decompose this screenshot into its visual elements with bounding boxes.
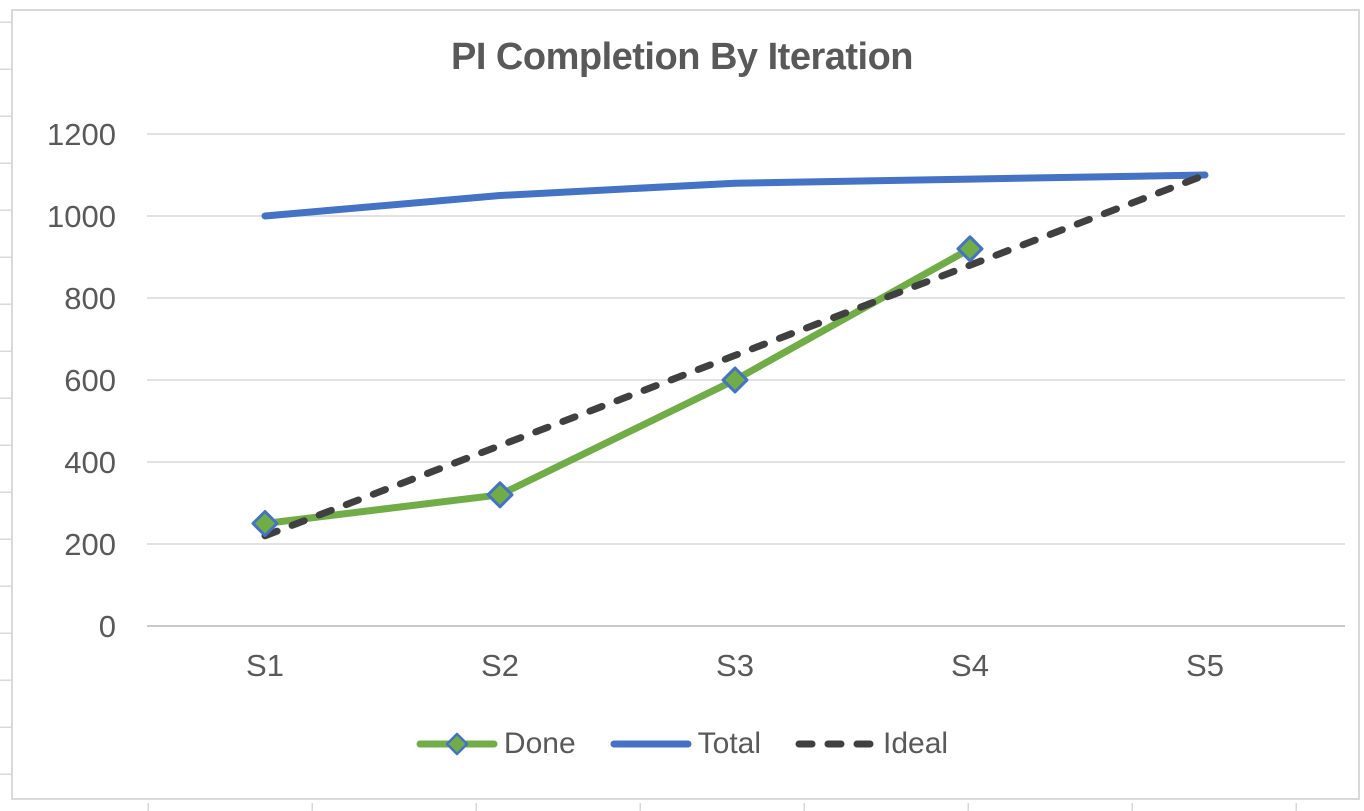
legend-item-done[interactable]: Done xyxy=(416,729,576,759)
legend-swatch-diamond-icon xyxy=(445,732,469,756)
ideal-series-swatch-icon xyxy=(795,740,877,748)
chart-title: PI Completion By Iteration xyxy=(450,36,914,78)
spreadsheet-column-gridlines xyxy=(0,803,1364,811)
done-series-swatch-icon xyxy=(416,732,498,756)
chart-canvas[interactable] xyxy=(11,9,1360,800)
legend-label-done: Done xyxy=(503,727,576,760)
legend-item-ideal[interactable]: Ideal xyxy=(795,729,948,759)
legend-item-total[interactable]: Total xyxy=(610,729,761,759)
legend-label-total: Total xyxy=(697,727,762,760)
spreadsheet-row-gridlines xyxy=(0,0,11,802)
total-series-swatch-icon xyxy=(610,740,692,748)
legend: Done Total Ideal xyxy=(0,729,1364,759)
legend-label-ideal: Ideal xyxy=(883,727,949,760)
